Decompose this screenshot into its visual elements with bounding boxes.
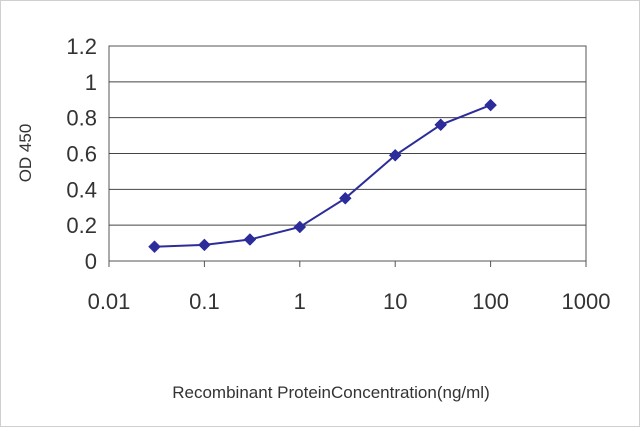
series-line: [154, 104, 491, 248]
gridlines: [108, 81, 587, 267]
x-tick-label: 1: [294, 289, 306, 314]
data-point-marker: [293, 220, 307, 234]
y-axis-title: OD 450: [16, 124, 35, 183]
data-point-marker: [243, 233, 257, 246]
x-tick-label: 0.1: [189, 289, 220, 314]
y-tick-label: 0.4: [66, 177, 97, 202]
y-tick-label: 0.6: [66, 142, 97, 167]
x-tick-label: 10: [383, 289, 407, 314]
x-tick-label: 0.01: [88, 289, 131, 314]
x-axis-title: Recombinant ProteinConcentration(ng/ml): [172, 383, 490, 402]
series-group: [148, 98, 497, 254]
y-tick-label: 0.2: [66, 213, 97, 238]
y-tick-label: 1: [85, 70, 97, 95]
x-tick-label: 1000: [562, 289, 611, 314]
y-tick-labels: 0 0.2 0.4 0.6 0.8 1 1.2: [66, 34, 97, 274]
data-point-marker: [148, 240, 161, 254]
y-tick-label: 1.2: [66, 34, 97, 59]
x-tick-labels: 0.01 0.1 1 10 100 1000: [88, 289, 611, 314]
x-tick-label: 100: [472, 289, 509, 314]
data-point-marker: [338, 191, 352, 205]
data-point-marker: [484, 98, 497, 112]
data-point-marker: [388, 148, 402, 162]
data-point-marker: [434, 118, 448, 132]
y-tick-label: 0.8: [66, 106, 97, 131]
data-point-marker: [198, 238, 211, 252]
y-tick-label: 0: [85, 249, 97, 274]
